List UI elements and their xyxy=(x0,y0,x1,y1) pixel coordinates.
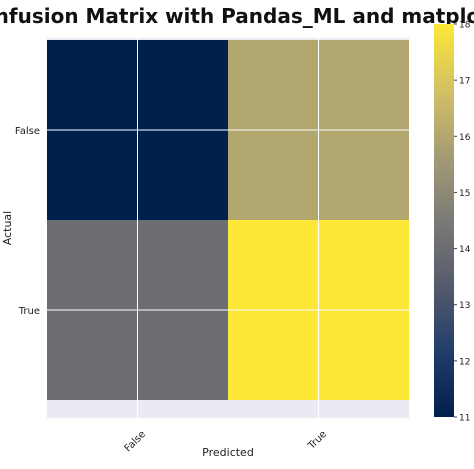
colorbar-tick-label: 12 xyxy=(459,357,470,367)
colorbar-tick-label: 13 xyxy=(459,301,470,311)
y-tick-label: False xyxy=(15,126,40,137)
colorbar xyxy=(434,24,454,417)
colorbar-tick-label: 16 xyxy=(459,133,471,143)
colorbar-tick-label: 14 xyxy=(459,245,471,255)
x-axis-label: Predicted xyxy=(202,446,254,459)
chart-title: Confusion Matrix with Pandas_ML and matp… xyxy=(0,4,474,28)
x-tick-label: True xyxy=(306,429,330,453)
colorbar-tick-label: 15 xyxy=(459,189,470,199)
colorbar-tick-label: 17 xyxy=(459,77,470,87)
y-axis-label: Actual xyxy=(1,211,14,245)
x-tick-label: False xyxy=(123,429,149,455)
colorbar-tick-label: 18 xyxy=(459,21,471,31)
y-tick-label: True xyxy=(18,306,40,317)
colorbar-tick-label: 11 xyxy=(459,414,470,424)
